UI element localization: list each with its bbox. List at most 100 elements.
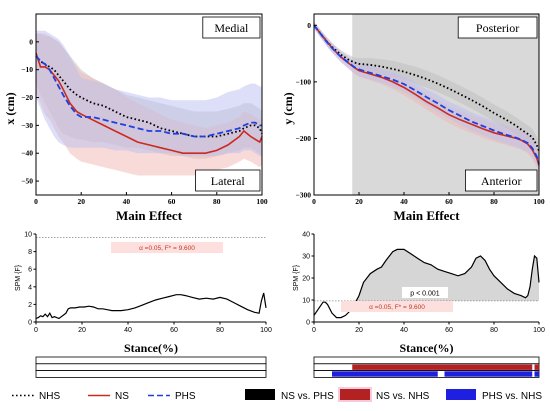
alpha-box <box>111 242 223 253</box>
y-tick-label: −40 <box>21 149 33 158</box>
alpha-box <box>341 301 453 312</box>
x-tick-label: 20 <box>355 327 363 334</box>
y-tick-label: −200 <box>295 134 311 143</box>
chart-anteroposterior: 0 20 40 60 80 100 0 −100 −200 −300 Main Effect y (c… <box>281 13 545 223</box>
y-tick-label: 40 <box>302 232 310 239</box>
legend-item-ns_vs_phs: NS vs. PHS <box>245 389 334 402</box>
chart-mediolateral: 0 20 40 60 80 100 0 −10 −20 −30 −40 −50 Main Effect x… <box>3 13 268 223</box>
legend-item-phs_vs_nhs: PHS vs. NHS <box>446 389 542 402</box>
spm-curve <box>313 248 540 319</box>
p-value-text: p < 0.001 <box>410 291 439 298</box>
legend-item-nhs: NHS <box>12 391 60 402</box>
top-direction-label: Medial <box>214 21 249 35</box>
y-axis-label: x (cm) <box>3 92 17 124</box>
x-tick-label: 100 <box>533 327 545 334</box>
significance-bars-left <box>35 356 267 378</box>
chart-spm-anteroposterior: 0 20 40 60 80 100 0 10 20 30 40 SPM {F} Stance(%) α =… <box>293 232 545 356</box>
legend-item-ns_vs_nhs: NS vs. NHS <box>338 387 430 402</box>
y-tick-label: 0 <box>307 21 311 30</box>
top-direction-label: Posterior <box>476 21 519 35</box>
series-line-phs <box>313 24 540 165</box>
x-axis-label: Stance(%) <box>400 341 454 355</box>
legend-swatch-phs_vs_nhs <box>446 389 476 400</box>
y-tick-label: 4 <box>28 284 32 291</box>
legend-label: NS vs. NHS <box>376 391 430 402</box>
x-tick-label: 40 <box>124 327 132 334</box>
series-line-ns <box>35 52 263 154</box>
x-tick-label: 100 <box>256 197 268 206</box>
y-tick-label: 8 <box>28 249 32 256</box>
y-tick-label: −10 <box>21 65 33 74</box>
x-tick-label: 60 <box>445 197 453 206</box>
y-tick-label: 0 <box>28 320 32 327</box>
y-axis-label: y (cm) <box>281 92 295 124</box>
legend-item-phs: PHS <box>148 391 196 402</box>
y-axis-label: SPM {F} <box>15 264 22 291</box>
chart-title: Main Effect <box>393 208 460 223</box>
legend: NHS NS PHS NS vs. PHS NS vs. NHS PHS vs. NHS <box>12 387 542 402</box>
sig-row-ns_vs_phs <box>35 356 267 365</box>
y-tick-label: −20 <box>21 93 33 102</box>
legend-label: PHS vs. NHS <box>482 391 542 402</box>
alpha-text: α =0.05, F* = 9.600 <box>369 304 425 311</box>
sig-segment-phs_vs_nhs <box>534 371 539 377</box>
alpha-text: α =0.05, F* = 9.600 <box>139 245 195 252</box>
x-tick-label: 20 <box>78 327 86 334</box>
x-tick-label: 100 <box>260 327 272 334</box>
chart-title: Main Effect <box>116 208 183 223</box>
y-tick-label: 30 <box>302 254 310 261</box>
x-tick-label: 20 <box>355 197 363 206</box>
legend-label: PHS <box>175 391 196 402</box>
y-axis-label: SPM {F} <box>293 264 300 291</box>
y-tick-label: 6 <box>28 267 32 274</box>
legend-item-ns: NS <box>88 391 129 402</box>
significance-bars-right <box>313 356 540 378</box>
bottom-direction-label: Anterior <box>481 174 522 188</box>
series-line-nhs <box>313 24 540 152</box>
sig-segment-phs_vs_nhs <box>332 371 438 377</box>
x-tick-label: 60 <box>168 197 176 206</box>
plot-frame <box>313 13 540 196</box>
y-tick-label: 0 <box>29 37 33 46</box>
y-tick-label: 10 <box>24 232 32 239</box>
x-tick-label: 80 <box>213 197 221 206</box>
y-tick-label: −30 <box>21 121 33 130</box>
y-tick-label: −300 <box>295 191 311 200</box>
x-tick-label: 60 <box>170 327 178 334</box>
suprathreshold-cluster <box>314 249 539 301</box>
plot-frame <box>35 13 263 196</box>
chart-spm-mediolateral: 0 20 40 60 80 100 0 2 4 6 8 10 SPM {F} Stance(%) α =0.… <box>15 232 272 356</box>
x-tick-label: 40 <box>400 197 408 206</box>
top-direction-box <box>202 16 261 39</box>
legend-label: NS vs. PHS <box>281 391 334 402</box>
y-tick-label: 2 <box>28 302 32 309</box>
x-tick-label: 20 <box>77 197 85 206</box>
y-tick-label: −50 <box>21 177 33 186</box>
x-tick-label: 0 <box>312 197 316 206</box>
x-tick-label: 60 <box>445 327 453 334</box>
bottom-direction-box <box>464 169 538 192</box>
series-line-phs <box>35 55 262 138</box>
legend-swatch-ns_vs_phs <box>245 389 275 400</box>
x-tick-label: 40 <box>123 197 131 206</box>
sig-segment-phs_vs_nhs <box>444 371 533 377</box>
sig-row-ns_vs_phs <box>313 356 540 365</box>
x-tick-label: 40 <box>400 327 408 334</box>
x-tick-label: 0 <box>312 327 316 334</box>
x-tick-label: 0 <box>34 197 38 206</box>
legend-label: NHS <box>39 391 60 402</box>
sig-row-ns_vs_nhs <box>35 363 267 371</box>
y-tick-label: −100 <box>295 77 311 86</box>
x-tick-label: 80 <box>216 327 224 334</box>
y-tick-label: 0 <box>306 320 310 327</box>
x-axis-label: Stance(%) <box>124 341 178 355</box>
p-value-box <box>402 287 448 298</box>
bottom-direction-label: Lateral <box>211 174 246 188</box>
spm-curve <box>35 292 267 320</box>
x-tick-label: 100 <box>533 197 545 206</box>
y-tick-label: 10 <box>302 298 310 305</box>
top-direction-box <box>457 16 538 39</box>
sig-segment-ns_vs_nhs <box>352 364 533 370</box>
x-tick-label: 0 <box>34 327 38 334</box>
